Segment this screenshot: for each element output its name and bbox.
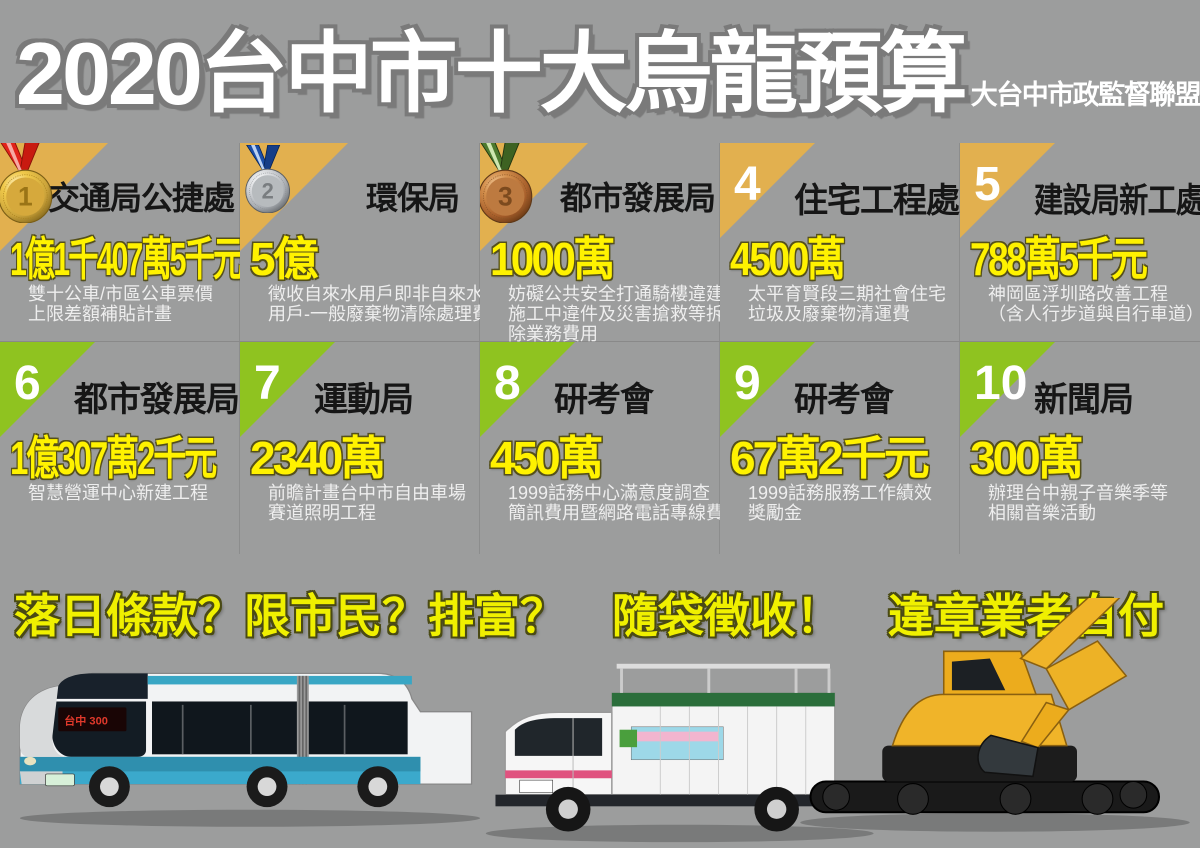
svg-text:台中 300: 台中 300 [64,713,108,727]
